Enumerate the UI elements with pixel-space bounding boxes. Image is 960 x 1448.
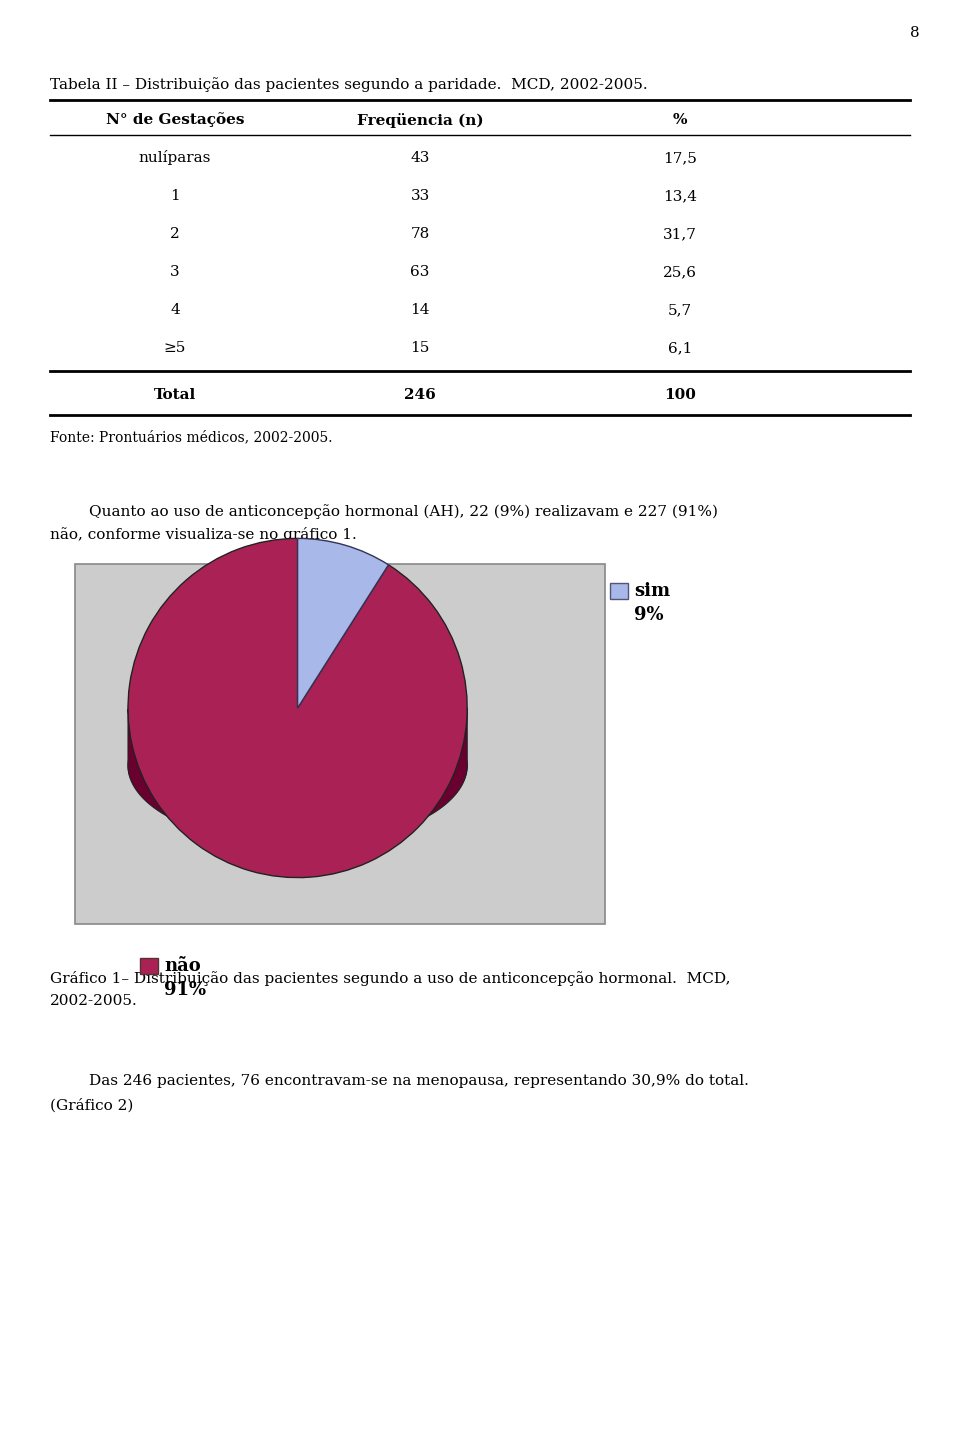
Text: 91%: 91% — [164, 980, 206, 999]
Text: 25,6: 25,6 — [663, 265, 697, 279]
Text: 33: 33 — [410, 188, 430, 203]
Text: Quanto ao uso de anticoncepção hormonal (AH), 22 (9%) realizavam e 227 (91%): Quanto ao uso de anticoncepção hormonal … — [50, 504, 718, 520]
Text: 1: 1 — [170, 188, 180, 203]
Text: 78: 78 — [410, 227, 430, 240]
Text: %: % — [673, 113, 687, 127]
Text: Total: Total — [154, 388, 196, 403]
Text: 4: 4 — [170, 303, 180, 317]
Text: não: não — [164, 957, 201, 975]
Text: sim: sim — [634, 582, 670, 599]
Text: 13,4: 13,4 — [663, 188, 697, 203]
Text: Fonte: Prontuários médicos, 2002-2005.: Fonte: Prontuários médicos, 2002-2005. — [50, 430, 332, 445]
Text: 63: 63 — [410, 265, 430, 279]
Text: 43: 43 — [410, 151, 430, 165]
Text: N° de Gestações: N° de Gestações — [106, 113, 244, 127]
Text: 5,7: 5,7 — [668, 303, 692, 317]
Text: 6,1: 6,1 — [668, 340, 692, 355]
Polygon shape — [128, 708, 468, 844]
Text: 31,7: 31,7 — [663, 227, 697, 240]
Text: não, conforme visualiza-se no gráfico 1.: não, conforme visualiza-se no gráfico 1. — [50, 527, 357, 542]
Text: Tabela II – Distribuição das pacientes segundo a paridade.  MCD, 2002-2005.: Tabela II – Distribuição das pacientes s… — [50, 78, 648, 93]
Text: 3: 3 — [170, 265, 180, 279]
Text: 17,5: 17,5 — [663, 151, 697, 165]
Text: 9%: 9% — [634, 607, 663, 624]
Text: Gráfico 1– Distribuição das pacientes segundo a uso de anticoncepção hormonal.  : Gráfico 1– Distribuição das pacientes se… — [50, 972, 731, 986]
Text: 246: 246 — [404, 388, 436, 403]
Wedge shape — [128, 539, 468, 877]
Text: (Gráfico 2): (Gráfico 2) — [50, 1098, 133, 1112]
Text: 2: 2 — [170, 227, 180, 240]
Bar — [140, 959, 158, 975]
Bar — [610, 584, 628, 599]
Text: Freqüencia (n): Freqüencia (n) — [357, 113, 483, 127]
Text: ≥5: ≥5 — [164, 340, 186, 355]
Text: 100: 100 — [664, 388, 696, 403]
Text: nulíparas: nulíparas — [139, 151, 211, 165]
Wedge shape — [298, 539, 389, 708]
Text: 8: 8 — [910, 26, 920, 41]
Text: Das 246 pacientes, 76 encontravam-se na menopausa, representando 30,9% do total.: Das 246 pacientes, 76 encontravam-se na … — [50, 1074, 749, 1087]
Bar — [75, 565, 605, 924]
Text: 15: 15 — [410, 340, 430, 355]
Text: 2002-2005.: 2002-2005. — [50, 993, 137, 1008]
Ellipse shape — [128, 692, 468, 838]
Text: 14: 14 — [410, 303, 430, 317]
